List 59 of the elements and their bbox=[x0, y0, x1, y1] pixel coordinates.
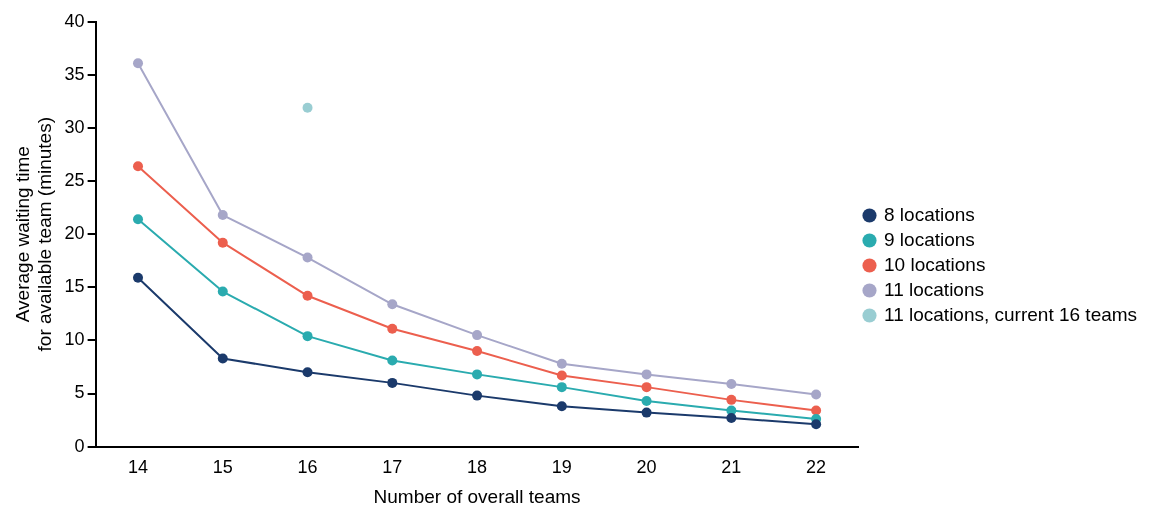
x-tick-label: 14 bbox=[127, 457, 149, 478]
y-tick-label: 10 bbox=[64, 329, 85, 350]
point bbox=[556, 382, 567, 393]
point bbox=[472, 330, 483, 341]
point bbox=[641, 395, 652, 406]
point bbox=[387, 323, 398, 334]
point bbox=[302, 331, 313, 342]
y-tick-label: 40 bbox=[64, 10, 85, 31]
x-tick-label: 21 bbox=[721, 457, 742, 478]
y-tick-label: 35 bbox=[64, 63, 85, 84]
x-tick-label: 16 bbox=[297, 457, 318, 478]
point bbox=[811, 419, 822, 430]
point bbox=[387, 377, 398, 388]
legend-label: 11 locations, current 16 teams bbox=[884, 303, 1138, 325]
point bbox=[217, 237, 228, 248]
point bbox=[133, 272, 143, 283]
point bbox=[641, 369, 652, 380]
point bbox=[133, 214, 143, 225]
y-tick-label: 5 bbox=[74, 382, 85, 403]
legend-label: 8 locations bbox=[884, 203, 975, 225]
point bbox=[133, 161, 143, 172]
y-tick-label: 30 bbox=[64, 116, 85, 137]
point bbox=[217, 353, 228, 364]
point bbox=[726, 412, 737, 423]
x-tick-label: 18 bbox=[467, 457, 488, 478]
point bbox=[811, 405, 822, 416]
point bbox=[472, 346, 483, 357]
point bbox=[217, 286, 228, 297]
point bbox=[217, 210, 228, 221]
point bbox=[472, 390, 483, 401]
point bbox=[726, 378, 737, 389]
point bbox=[556, 370, 567, 381]
point bbox=[133, 58, 143, 69]
point bbox=[387, 355, 398, 366]
y-tick-label: 25 bbox=[64, 170, 85, 191]
point bbox=[726, 394, 737, 405]
y-axis-title: Average waiting time for available team (minutes) bbox=[11, 116, 56, 352]
y-tick-label: 0 bbox=[74, 435, 85, 456]
x-tick-label: 20 bbox=[636, 457, 657, 478]
x-tick-label: 22 bbox=[806, 457, 827, 478]
y-tick-label: 15 bbox=[64, 276, 85, 297]
legend-label: 10 locations bbox=[884, 253, 986, 275]
legend-label: 9 locations bbox=[884, 228, 975, 250]
point bbox=[556, 401, 567, 412]
point bbox=[556, 358, 567, 369]
x-tick-label: 17 bbox=[382, 457, 403, 478]
point bbox=[641, 382, 652, 393]
x-tick-label: 19 bbox=[551, 457, 572, 478]
legend-label: 11 locations bbox=[884, 278, 984, 300]
point bbox=[302, 252, 313, 263]
point bbox=[641, 407, 652, 418]
x-tick-label: 15 bbox=[212, 457, 233, 478]
point bbox=[387, 299, 398, 310]
x-axis-title: Number of overall teams bbox=[373, 485, 581, 507]
point bbox=[811, 389, 822, 400]
point bbox=[302, 367, 313, 378]
point bbox=[472, 369, 483, 380]
point bbox=[302, 290, 313, 301]
y-tick-label: 20 bbox=[64, 223, 85, 244]
